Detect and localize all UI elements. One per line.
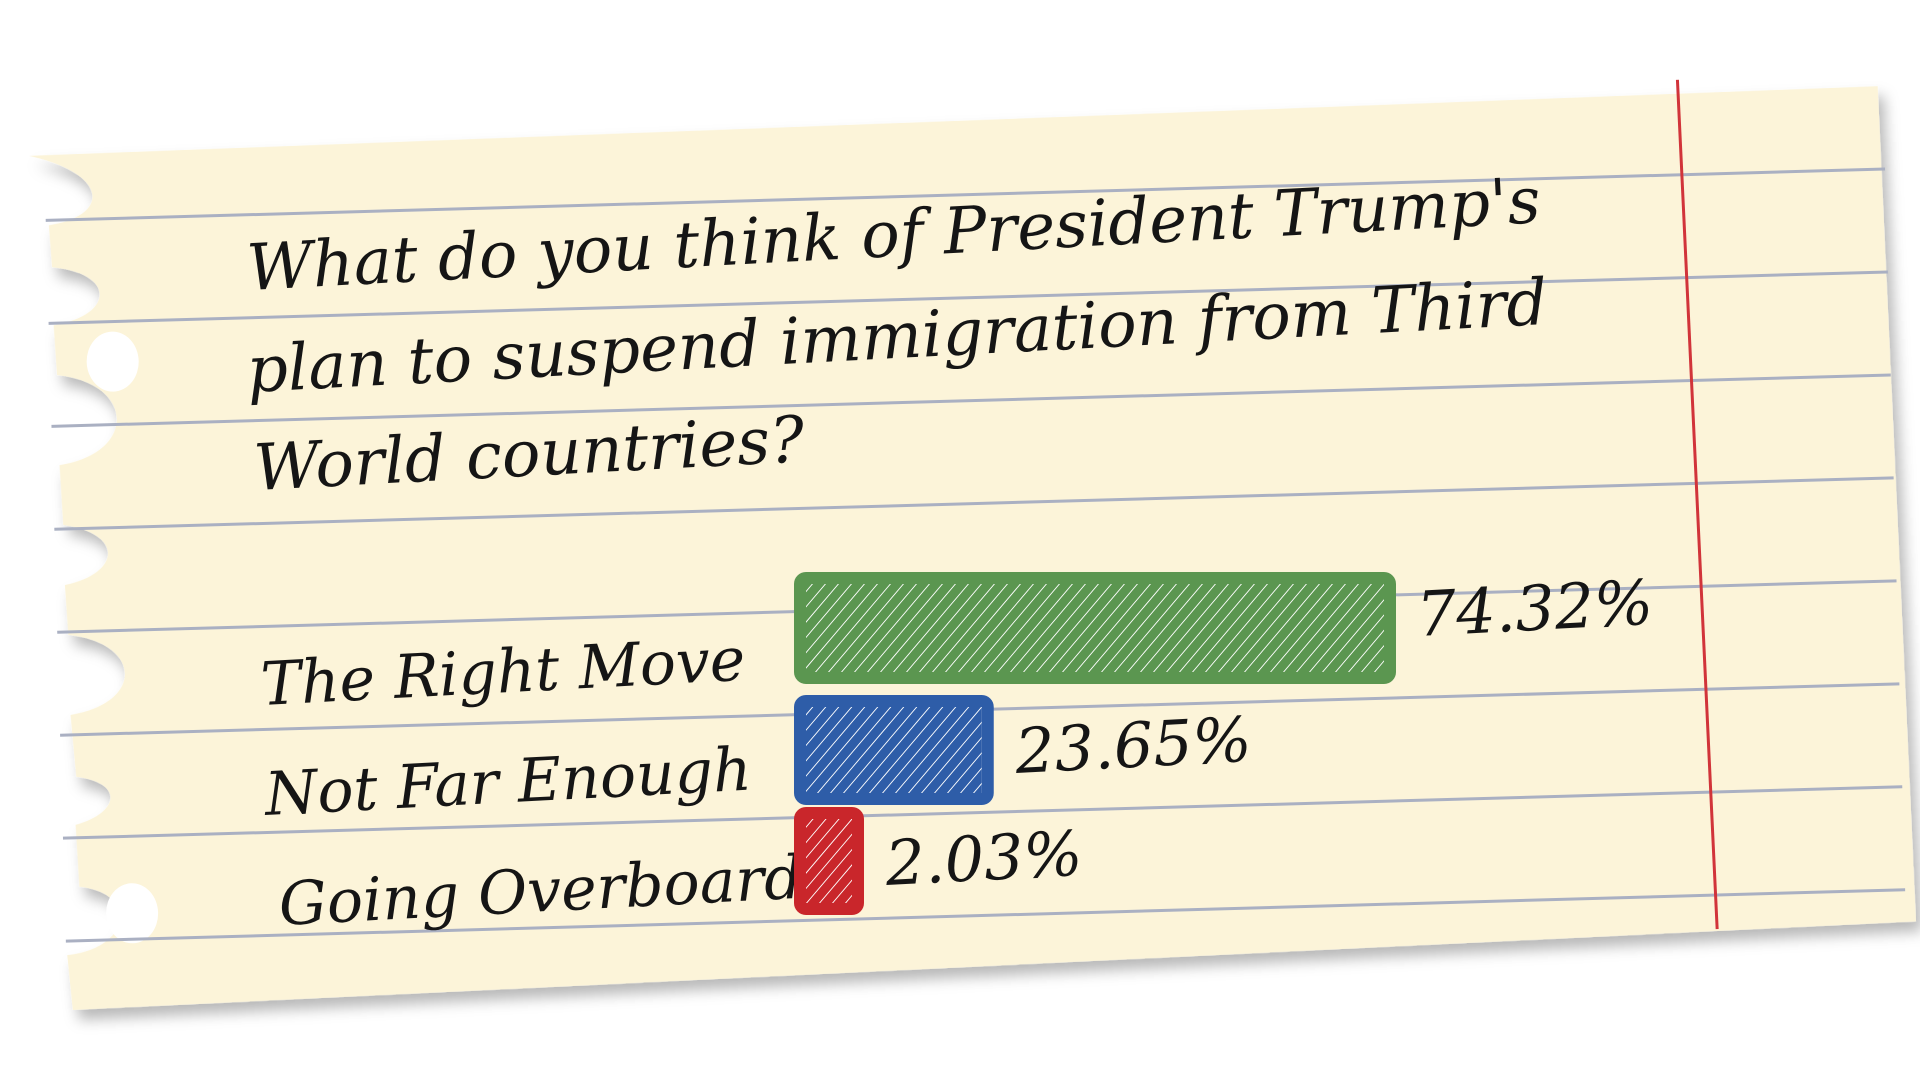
bar-right-move (794, 572, 1396, 684)
bars: 74.32% 23.65% 2.03% (794, 566, 1655, 915)
ruled-line (62, 785, 1903, 840)
bar-hatching (806, 707, 982, 793)
paper-sheet (28, 86, 1917, 1010)
punch-hole (86, 331, 139, 392)
ruled-line (45, 167, 1886, 222)
value-label-going-overboard: 2.03% (883, 817, 1085, 900)
bar-not-far-enough (794, 695, 994, 805)
bar-going-overboard (794, 807, 864, 915)
value-label-right-move: 74.32% (1415, 566, 1655, 651)
bar-hatching (806, 584, 1384, 672)
bar-hatching (806, 819, 852, 903)
ruled-line (48, 270, 1888, 325)
punch-hole (106, 883, 159, 944)
ruled-line (51, 373, 1891, 428)
ruled-line (65, 888, 1906, 943)
notebook-paper (28, 79, 1917, 1010)
value-label-not-far-enough: 23.65% (1012, 703, 1253, 788)
margin-line (1675, 79, 1719, 930)
ruled-line (54, 476, 1894, 531)
ruled-lines (45, 167, 1906, 943)
